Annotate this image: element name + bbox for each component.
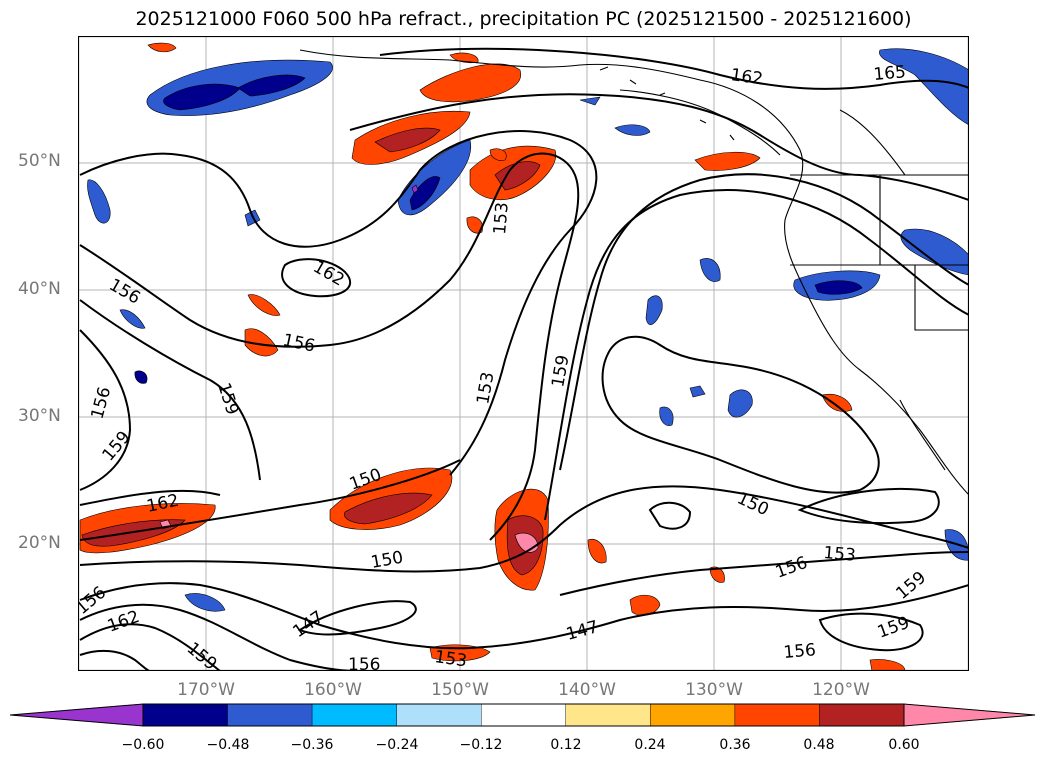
- lon-label-170w: 170°W: [177, 680, 235, 700]
- contour-label: 162: [729, 65, 764, 89]
- lon-label-160w: 160°W: [304, 680, 362, 700]
- lat-label-40n: 40°N: [18, 279, 61, 299]
- colorbar-segment: [565, 703, 651, 727]
- colorbar-tick-label: −0.60: [121, 737, 165, 753]
- colorbar-segment: [650, 703, 736, 727]
- height-contours: [79, 47, 969, 671]
- lon-label-140w: 140°W: [558, 680, 616, 700]
- contour-label: 165: [873, 62, 907, 85]
- colorbar-tick-label: −0.36: [290, 737, 334, 753]
- colorbar-segment: [819, 703, 905, 727]
- map-title: 2025121000 F060 500 hPa refract., precip…: [135, 8, 912, 30]
- colorbar-segment: [481, 703, 566, 727]
- contour-label: 153: [490, 201, 513, 235]
- colorbar-segment: [734, 703, 820, 727]
- colorbar-tick-label: 0.48: [803, 737, 835, 753]
- contour-label: 153: [433, 647, 468, 671]
- colorbar-tick-label: 0.60: [888, 737, 920, 753]
- colorbar-tick-label: 0.36: [719, 737, 751, 753]
- weather-map: 162 165 153 162 156 156 159 153 159 156 …: [78, 36, 969, 671]
- contour-label: 156: [783, 640, 817, 663]
- colorbar-segment: [10, 703, 144, 727]
- lon-label-150w: 150°W: [431, 680, 489, 700]
- colorbar-segment: [142, 703, 228, 727]
- colorbar-tick-label: −0.48: [206, 737, 250, 753]
- colorbar-tick-label: 0.12: [550, 737, 582, 753]
- colorbar: [10, 703, 1036, 727]
- contour-label: 156: [348, 655, 380, 671]
- colorbar-tick-label: −0.24: [375, 737, 419, 753]
- gridlines: [78, 36, 969, 671]
- lat-label-30n: 30°N: [18, 406, 61, 426]
- lon-label-120w: 120°W: [812, 680, 870, 700]
- lon-label-130w: 130°W: [685, 680, 743, 700]
- lat-label-20n: 20°N: [18, 533, 61, 553]
- colorbar-tick-label: 0.24: [634, 737, 666, 753]
- contour-label: 153: [823, 543, 857, 566]
- colorbar-segment: [903, 703, 1036, 727]
- lat-label-50n: 50°N: [18, 151, 61, 171]
- negative-anomaly-regions: [87, 48, 969, 612]
- colorbar-segment: [311, 703, 397, 727]
- colorbar-segment: [396, 703, 482, 727]
- colorbar-tick-label: −0.12: [459, 737, 503, 753]
- colorbar-segment: [227, 703, 313, 727]
